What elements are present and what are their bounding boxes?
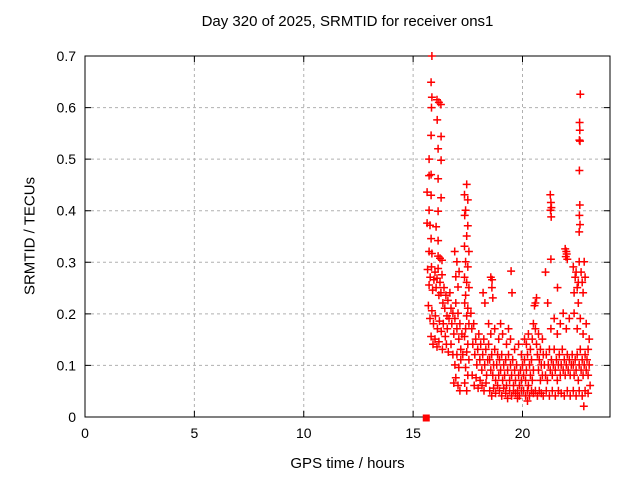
series-flag-square-marker [422,414,430,422]
tick-marks [84,55,610,418]
plot-border [84,55,611,418]
chart-title: Day 320 of 2025, SRMTID for receiver ons… [201,13,494,30]
x-tick-label: 10 [296,425,312,441]
x-tick-label: 15 [405,425,421,441]
y-tick-label: 0 [68,409,76,425]
y-tick-label: 0.7 [57,48,77,64]
x-tick-label: 20 [515,425,531,441]
x-tick-label: 0 [81,425,89,441]
x-axis-label: GPS time / hours [290,455,405,472]
y-tick-label: 0.5 [57,151,77,167]
y-tick-label: 0.2 [57,306,77,322]
x-tick-label: 5 [190,425,198,441]
y-tick-label: 0.6 [57,100,77,116]
y-tick-label: 0.3 [57,254,77,270]
gridlines [85,56,610,417]
series-srmtid-points [423,52,595,411]
y-tick-label: 0.4 [57,203,77,219]
y-tick-label: 0.1 [57,357,77,373]
